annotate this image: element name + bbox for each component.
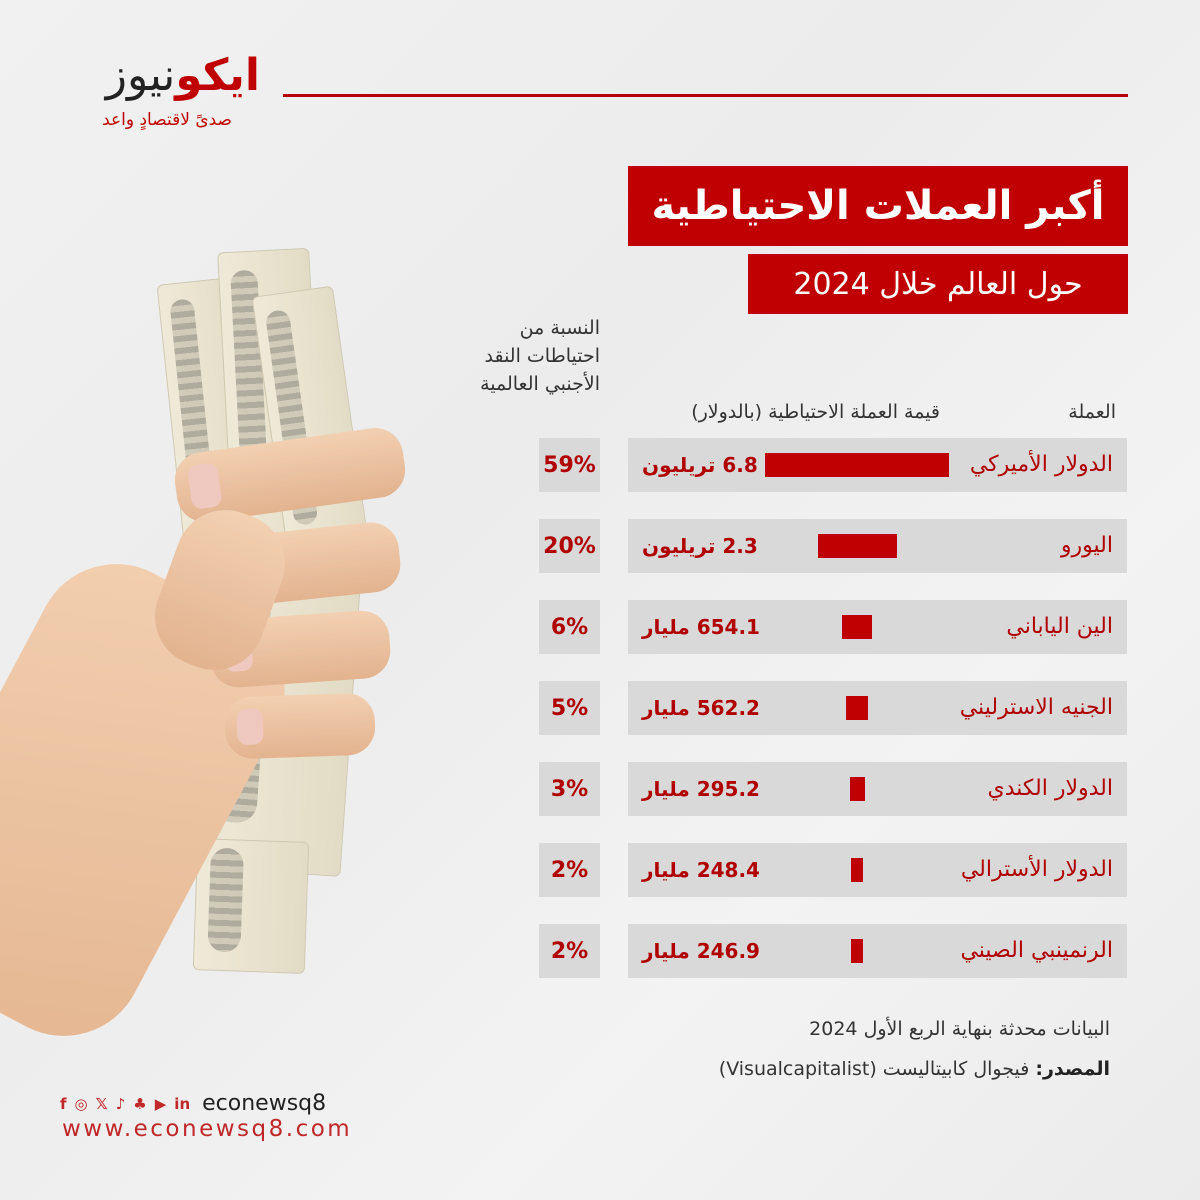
youtube-icon[interactable]: ▶ (154, 1094, 167, 1113)
linkedin-icon[interactable]: in (174, 1094, 191, 1113)
x-icon[interactable]: 𝕏 (95, 1094, 108, 1113)
column-header-share: النسبة من احتياطات النقد الأجنبي العالمي… (480, 317, 600, 395)
share-badge: 3% (539, 762, 600, 816)
value-bar (846, 696, 868, 720)
table-row: الدولار الكندي 295.2 مليار (628, 762, 1127, 816)
logo-black-part: نيوز (105, 50, 176, 101)
table-row: الرنمينبي الصيني 246.9 مليار (628, 924, 1127, 978)
snapchat-icon[interactable]: ♣ (133, 1094, 147, 1113)
currency-value: 246.9 مليار (642, 939, 760, 963)
page-title: أكبر العملات الاحتياطية (628, 166, 1128, 246)
finger (223, 692, 377, 760)
column-header-currency: العملة (1068, 401, 1116, 423)
website-link[interactable]: www.econewsq8.com (62, 1116, 353, 1142)
value-bar (842, 615, 872, 639)
currency-name: الدولار الكندي (987, 776, 1113, 801)
table-row: الين الياباني 654.1 مليار (628, 600, 1127, 654)
value-bar (765, 453, 949, 477)
currency-value: 295.2 مليار (642, 777, 760, 801)
source-line: المصدر: فيجوال كابيتاليست (Visualcapital… (719, 1058, 1110, 1080)
logo-red-part: ايكو (175, 50, 260, 101)
data-update-note: البيانات محدثة بنهاية الربع الأول 2024 (809, 1018, 1110, 1040)
logo-tagline: صدىً لاقتصادٍ واعد (102, 110, 232, 130)
page-subtitle: حول العالم خلال 2024 (748, 254, 1128, 314)
brand-logo: ايكونيوز صدىً لاقتصادٍ واعد (60, 46, 260, 146)
share-badge: 20% (539, 519, 600, 573)
tiktok-icon[interactable]: ♪ (115, 1094, 126, 1113)
share-badge: 2% (539, 924, 600, 978)
column-header-value: قيمة العملة الاحتياطية (بالدولار) (691, 401, 940, 423)
share-badge: 59% (539, 438, 600, 492)
value-bar (851, 858, 863, 882)
currency-value: 248.4 مليار (642, 858, 760, 882)
currency-name: الدولار الأسترالي (960, 857, 1113, 882)
share-badge: 6% (539, 600, 600, 654)
facebook-icon[interactable]: f (60, 1094, 67, 1113)
table-row: الدولار الأميركي 6.8 تريليون (628, 438, 1127, 492)
value-bar (851, 939, 863, 963)
instagram-icon[interactable]: ◎ (74, 1094, 88, 1113)
hand-holding-money-photo (0, 240, 470, 1065)
currency-name: الجنيه الاسترليني (959, 695, 1113, 720)
logo-wordmark: ايكونيوز (106, 50, 260, 102)
header-divider (283, 94, 1128, 97)
banknote (192, 838, 310, 974)
source-label: المصدر: (1035, 1058, 1110, 1080)
table-row: الدولار الأسترالي 248.4 مليار (628, 843, 1127, 897)
share-badge: 5% (539, 681, 600, 735)
table-row: الجنيه الاسترليني 562.2 مليار (628, 681, 1127, 735)
currency-name: الدولار الأميركي (969, 452, 1113, 477)
table-row: اليورو 2.3 تريليون (628, 519, 1127, 573)
currency-name: الرنمينبي الصيني (960, 938, 1113, 963)
social-handle[interactable]: econewsq8 (202, 1091, 327, 1116)
currency-value: 654.1 مليار (642, 615, 760, 639)
source-text: فيجوال كابيتاليست (Visualcapitalist) (718, 1058, 1030, 1080)
currency-value: 2.3 تريليون (642, 534, 758, 558)
value-bar (818, 534, 897, 558)
share-badge: 2% (539, 843, 600, 897)
value-bar (850, 777, 865, 801)
currency-name: اليورو (1060, 533, 1113, 558)
currency-name: الين الياباني (1006, 614, 1113, 639)
currency-value: 562.2 مليار (642, 696, 760, 720)
currency-value: 6.8 تريليون (642, 453, 758, 477)
social-links: f ◎ 𝕏 ♪ ♣ ▶ in econewsq8 (60, 1091, 326, 1116)
